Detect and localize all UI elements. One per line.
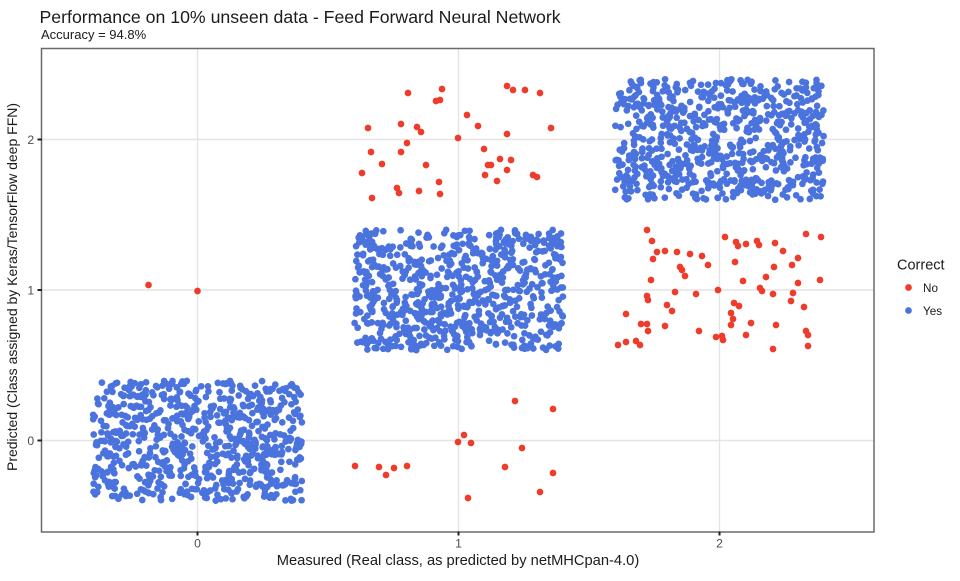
svg-text:1: 1 <box>27 283 34 297</box>
svg-text:Correct: Correct <box>897 258 945 274</box>
svg-text:Performance on 10% unseen data: Performance on 10% unseen data - Feed Fo… <box>40 7 561 27</box>
svg-text:2: 2 <box>27 133 34 147</box>
svg-text:Measured (Real class, as predi: Measured (Real class, as predicted by ne… <box>277 553 639 569</box>
svg-text:1: 1 <box>455 536 462 550</box>
svg-text:No: No <box>923 282 938 295</box>
svg-text:Accuracy = 94.8%: Accuracy = 94.8% <box>41 27 147 42</box>
svg-text:Yes: Yes <box>923 305 942 318</box>
svg-text:0: 0 <box>27 434 34 448</box>
svg-text:2: 2 <box>716 536 723 550</box>
svg-text:0: 0 <box>194 536 201 550</box>
svg-text:Predicted (Class assigned by K: Predicted (Class assigned by Keras/Tenso… <box>4 103 20 471</box>
